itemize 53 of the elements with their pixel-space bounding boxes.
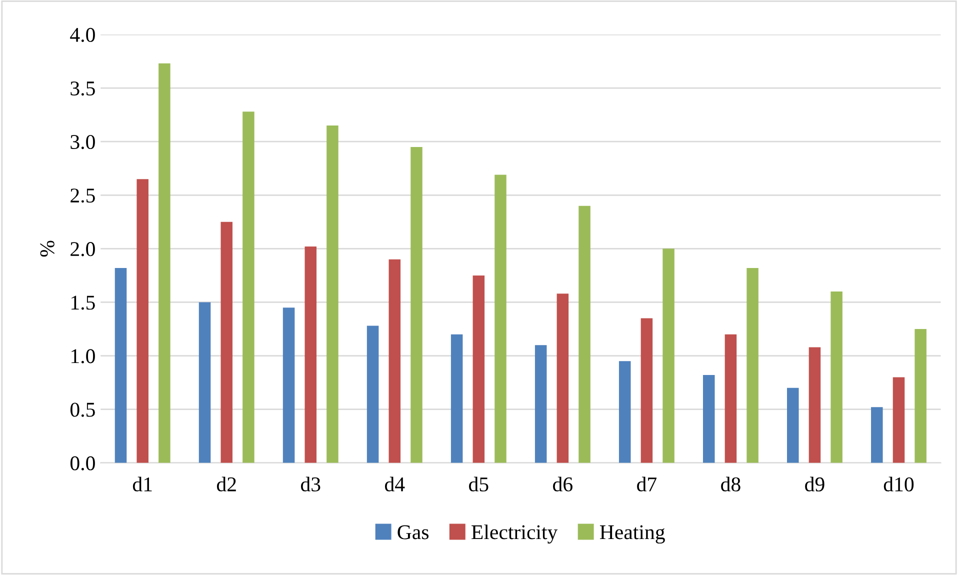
x-tick-label: d2 bbox=[216, 476, 236, 492]
y-tick-label: 3.5 bbox=[70, 81, 95, 96]
bar bbox=[724, 334, 737, 463]
bar bbox=[472, 275, 485, 463]
x-tick-label: d5 bbox=[469, 476, 488, 492]
bar bbox=[871, 407, 883, 463]
y-tick-label: 1.5 bbox=[72, 296, 95, 310]
x-tick-label: d1 bbox=[132, 476, 152, 492]
y-axis-title: % bbox=[40, 240, 54, 257]
legend-label: Electricity bbox=[472, 524, 558, 544]
bar bbox=[366, 326, 379, 463]
bar bbox=[787, 388, 799, 463]
bar bbox=[136, 179, 148, 463]
bar bbox=[618, 361, 631, 463]
bar bbox=[702, 375, 715, 463]
bar bbox=[494, 174, 506, 463]
x-tick-label: d4 bbox=[384, 476, 405, 492]
y-tick-label: 3.0 bbox=[70, 134, 95, 150]
bar bbox=[282, 308, 295, 463]
bar bbox=[450, 334, 463, 463]
bar bbox=[158, 63, 170, 463]
bar bbox=[326, 126, 338, 463]
bar bbox=[662, 248, 674, 463]
bar bbox=[114, 268, 127, 463]
bar bbox=[534, 345, 547, 463]
x-tick-label: d8 bbox=[721, 476, 740, 492]
bar bbox=[198, 302, 211, 463]
bar bbox=[914, 329, 926, 463]
bar bbox=[220, 222, 232, 463]
legend-label: Heating bbox=[600, 525, 665, 544]
legend-label: Gas bbox=[398, 525, 429, 540]
y-tick-label: 0.0 bbox=[70, 456, 95, 470]
bar bbox=[640, 318, 653, 463]
bar bbox=[304, 246, 317, 463]
y-tick-label: 2.0 bbox=[70, 242, 95, 256]
x-tick-label: d10 bbox=[884, 476, 914, 492]
bar bbox=[556, 294, 569, 463]
bar bbox=[578, 206, 590, 463]
x-tick-label: d7 bbox=[637, 476, 657, 492]
y-tick-label: 1.0 bbox=[72, 349, 95, 364]
bar bbox=[410, 146, 422, 463]
y-tick-label: 0.5 bbox=[70, 402, 95, 417]
bar bbox=[242, 112, 254, 463]
x-tick-label: d3 bbox=[300, 476, 320, 492]
x-tick-label: d9 bbox=[805, 476, 824, 492]
bar bbox=[388, 259, 401, 463]
y-tick-label: 2.5 bbox=[70, 188, 95, 203]
y-tick-label: 4.0 bbox=[70, 28, 95, 42]
bar bbox=[808, 347, 821, 463]
bar bbox=[746, 268, 758, 463]
bar bbox=[892, 377, 905, 463]
x-tick-label: d6 bbox=[553, 476, 572, 492]
bar bbox=[830, 292, 842, 463]
